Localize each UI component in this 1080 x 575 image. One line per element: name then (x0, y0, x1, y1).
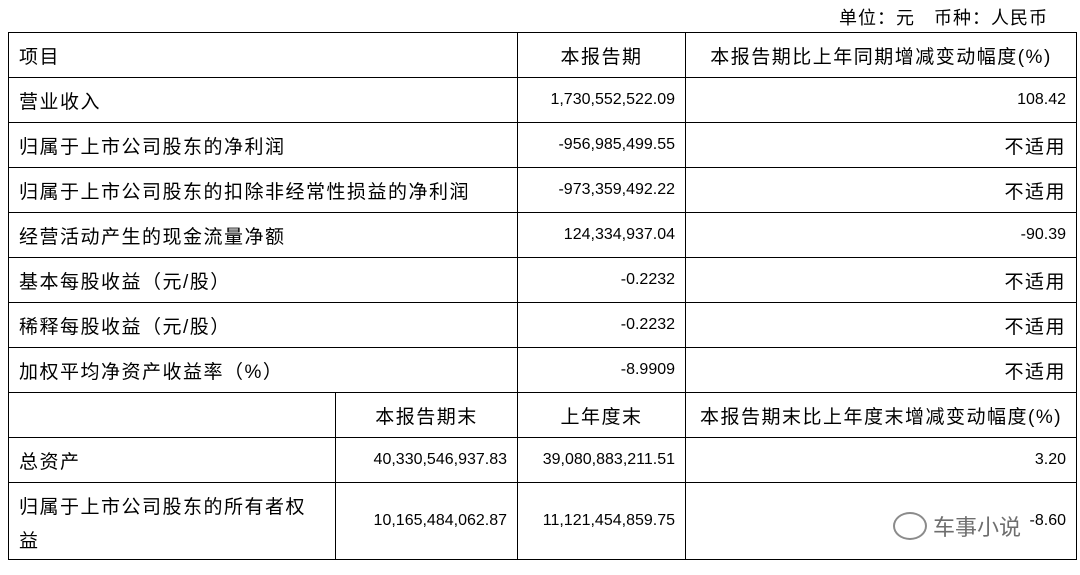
table-cell: -90.39 (685, 212, 1078, 258)
data-row: 加权平均净资产收益率（%） -8.9909 不适用 (7, 347, 1078, 393)
data-row: 基本每股收益（元/股） -0.2232 不适用 (7, 257, 1078, 303)
table-cell: 归属于上市公司股东的净利润 (7, 122, 519, 168)
table-cell: 本报告期末 (334, 392, 519, 438)
table-cell: 上年度末 (517, 392, 687, 438)
watermark-icon (893, 512, 927, 540)
table-cell: 10,165,484,062.87 (334, 482, 519, 560)
table-cell: 不适用 (685, 122, 1078, 168)
table-cell: 11,121,454,859.75 (517, 482, 687, 560)
header-row: 本报告期末 上年度末 本报告期末比上年度末增减变动幅度(%) (8, 392, 1078, 438)
table-cell: -0.2232 (517, 257, 687, 303)
table-cell: 总资产 (8, 437, 336, 483)
table-cell: 不适用 (685, 347, 1078, 393)
watermark: 车事小说 (893, 510, 1021, 542)
table-cell: -8.60 (685, 482, 1078, 560)
table-cell: 124,334,937.04 (517, 212, 687, 258)
financial-table: 项目 本报告期 本报告期比上年同期增减变动幅度(%) 营业收入 1,730,552,52… (7, 32, 1078, 560)
table-cell: -8.9909 (517, 347, 687, 393)
table-cell: 本报告期 (517, 32, 687, 78)
table-cell: 108.42 (685, 77, 1078, 123)
table-cell: 本报告期比上年同期增减变动幅度(%) (685, 32, 1078, 78)
table-cell: 营业收入 (7, 77, 519, 123)
table-cell: 稀释每股收益（元/股） (7, 302, 519, 348)
table-cell: 项目 (7, 32, 519, 78)
data-row: 营业收入 1,730,552,522.09 108.42 (7, 77, 1078, 123)
data-row: 稀释每股收益（元/股） -0.2232 不适用 (7, 302, 1078, 348)
table-cell: 1,730,552,522.09 (517, 77, 687, 123)
table-cell: -0.2232 (517, 302, 687, 348)
table-cell: 加权平均净资产收益率（%） (7, 347, 519, 393)
table-cell: 40,330,546,937.83 (334, 437, 519, 483)
table-cell: 归属于上市公司股东的扣除非经常性损益的净利润 (7, 167, 519, 213)
data-row: 归属于上市公司股东的所有者权益 10,165,484,062.87 11,121,4… (8, 482, 1078, 560)
table-cell: 基本每股收益（元/股） (7, 257, 519, 303)
header-row: 项目 本报告期 本报告期比上年同期增减变动幅度(%) (7, 32, 1078, 78)
data-row: 归属于上市公司股东的扣除非经常性损益的净利润 -973,359,492.22 不适用 (7, 167, 1078, 213)
table-cell: 归属于上市公司股东的所有者权益 (8, 482, 336, 560)
table-cell: 3.20 (685, 437, 1078, 483)
table-cell: 本报告期末比上年度末增减变动幅度(%) (685, 392, 1078, 438)
table-cell: 39,080,883,211.51 (517, 437, 687, 483)
watermark-text: 车事小说 (933, 515, 1022, 540)
table-cell: 不适用 (685, 257, 1078, 303)
data-row: 总资产 40,330,546,937.83 39,080,883,211.51 3.2… (8, 437, 1078, 483)
data-row: 归属于上市公司股东的净利润 -956,985,499.55 不适用 (7, 122, 1078, 168)
table-cell: -973,359,492.22 (517, 167, 687, 213)
table-cell: -956,985,499.55 (517, 122, 687, 168)
table-cell: 经营活动产生的现金流量净额 (7, 212, 519, 258)
table-cell: 不适用 (685, 167, 1078, 213)
table-cell: 不适用 (685, 302, 1078, 348)
empty-cell (8, 392, 336, 438)
unit-line: 单位：元 币种：人民币 (839, 8, 1048, 28)
data-row: 经营活动产生的现金流量净额 124,334,937.04 -90.39 (7, 212, 1078, 258)
